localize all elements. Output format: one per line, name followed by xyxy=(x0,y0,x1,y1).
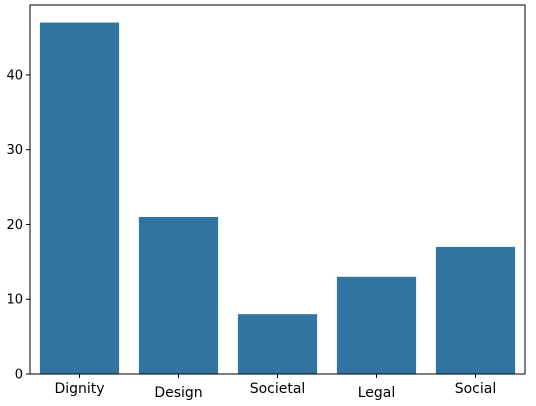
bar-social xyxy=(435,246,516,374)
bar-design xyxy=(138,216,219,374)
y-tick-label: 40 xyxy=(6,68,23,83)
x-tick-label-societal: Societal xyxy=(250,381,306,397)
y-tick-label: 10 xyxy=(6,293,23,308)
x-tick-label-design: Design xyxy=(154,385,202,401)
bar-legal xyxy=(336,276,417,374)
plot-frame xyxy=(29,4,526,375)
y-tick-label: 30 xyxy=(6,143,23,158)
bar-societal xyxy=(237,314,318,374)
x-axis-ticks: Dignity Design Societal Legal Social xyxy=(54,374,496,401)
x-tick-label-social: Social xyxy=(455,381,497,397)
y-tick-label: 0 xyxy=(15,368,23,383)
x-tick-label-dignity: Dignity xyxy=(54,381,104,397)
bar-dignity xyxy=(39,22,120,374)
y-tick-label: 20 xyxy=(6,218,23,233)
bars-group xyxy=(39,22,516,374)
x-tick-label-legal: Legal xyxy=(358,385,396,401)
y-axis-ticks: 0 10 20 30 40 xyxy=(6,68,30,383)
